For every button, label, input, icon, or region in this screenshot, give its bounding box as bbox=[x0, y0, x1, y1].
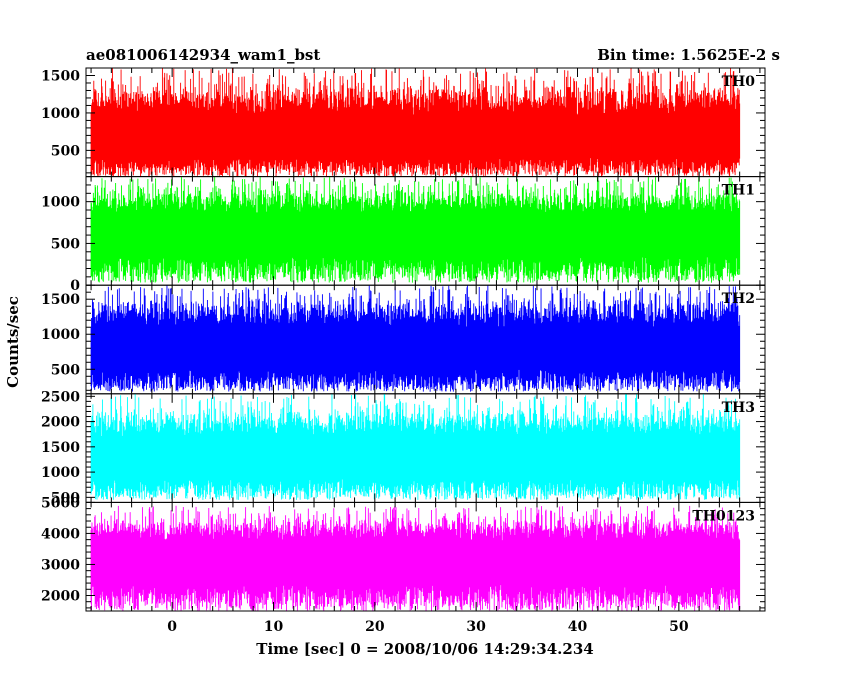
panel-label-th0123: TH0123 bbox=[692, 508, 755, 524]
y-tick-label: 2500 bbox=[41, 389, 80, 405]
y-tick-label: 500 bbox=[51, 362, 80, 378]
x-tick-label: 50 bbox=[669, 619, 689, 635]
y-tick-label: 0 bbox=[70, 278, 80, 294]
y-tick-label: 500 bbox=[51, 490, 80, 506]
y-tick-label: 500 bbox=[51, 143, 80, 159]
x-axis-title: Time [sec] 0 = 2008/10/06 14:29:34.234 bbox=[256, 640, 593, 658]
series-th0 bbox=[90, 68, 741, 177]
y-tick-label: 2000 bbox=[41, 588, 80, 604]
panel-label-th0: TH0 bbox=[722, 74, 756, 90]
y-tick-label: 2000 bbox=[41, 415, 80, 431]
panel-th3: 500 1000 1500 2000 2500 TH3 bbox=[41, 389, 766, 506]
panel-label-th1: TH1 bbox=[722, 183, 755, 199]
series-th3 bbox=[90, 393, 741, 500]
x-tick-label: 40 bbox=[568, 619, 588, 635]
y-axis-title: Counts/sec bbox=[4, 296, 22, 388]
panel-label-th2: TH2 bbox=[722, 291, 755, 307]
panel-th0123: 2000 3000 4000 5000 TH0123 bbox=[41, 495, 766, 612]
y-tick-label: 1500 bbox=[41, 292, 80, 308]
y-tick-label: 500 bbox=[51, 236, 80, 252]
bin-time-label: Bin time: 1.5625E-2 s bbox=[597, 46, 780, 64]
y-tick-label: 4000 bbox=[41, 526, 80, 542]
panel-th2: 500 1000 1500 TH2 bbox=[41, 284, 766, 395]
panel-th0: 500 1000 1500 TH0 bbox=[41, 67, 766, 178]
chart-title: ae081006142934_wam1_bst bbox=[86, 46, 320, 64]
panel-label-th3: TH3 bbox=[722, 400, 755, 416]
y-tick-label: 1500 bbox=[41, 68, 80, 84]
series-th0123 bbox=[90, 505, 741, 611]
panel-th1: 0 500 1000 TH1 bbox=[41, 176, 766, 294]
y-tick-label: 1000 bbox=[41, 327, 80, 343]
y-tick-label: 1000 bbox=[41, 195, 80, 211]
x-tick-label: 30 bbox=[466, 619, 486, 635]
y-tick-label: 1000 bbox=[41, 465, 80, 481]
y-tick-label: 1500 bbox=[41, 440, 80, 456]
x-tick-label: 10 bbox=[264, 619, 284, 635]
series-th1 bbox=[90, 176, 741, 283]
y-tick-label: 1000 bbox=[41, 106, 80, 122]
y-tick-label: 3000 bbox=[41, 557, 80, 573]
x-tick-label: 0 bbox=[167, 619, 177, 635]
x-tick-label: 20 bbox=[365, 619, 385, 635]
series-th2 bbox=[90, 285, 741, 392]
y-tick-label: 5000 bbox=[41, 495, 80, 511]
panel-frame bbox=[85, 501, 766, 612]
